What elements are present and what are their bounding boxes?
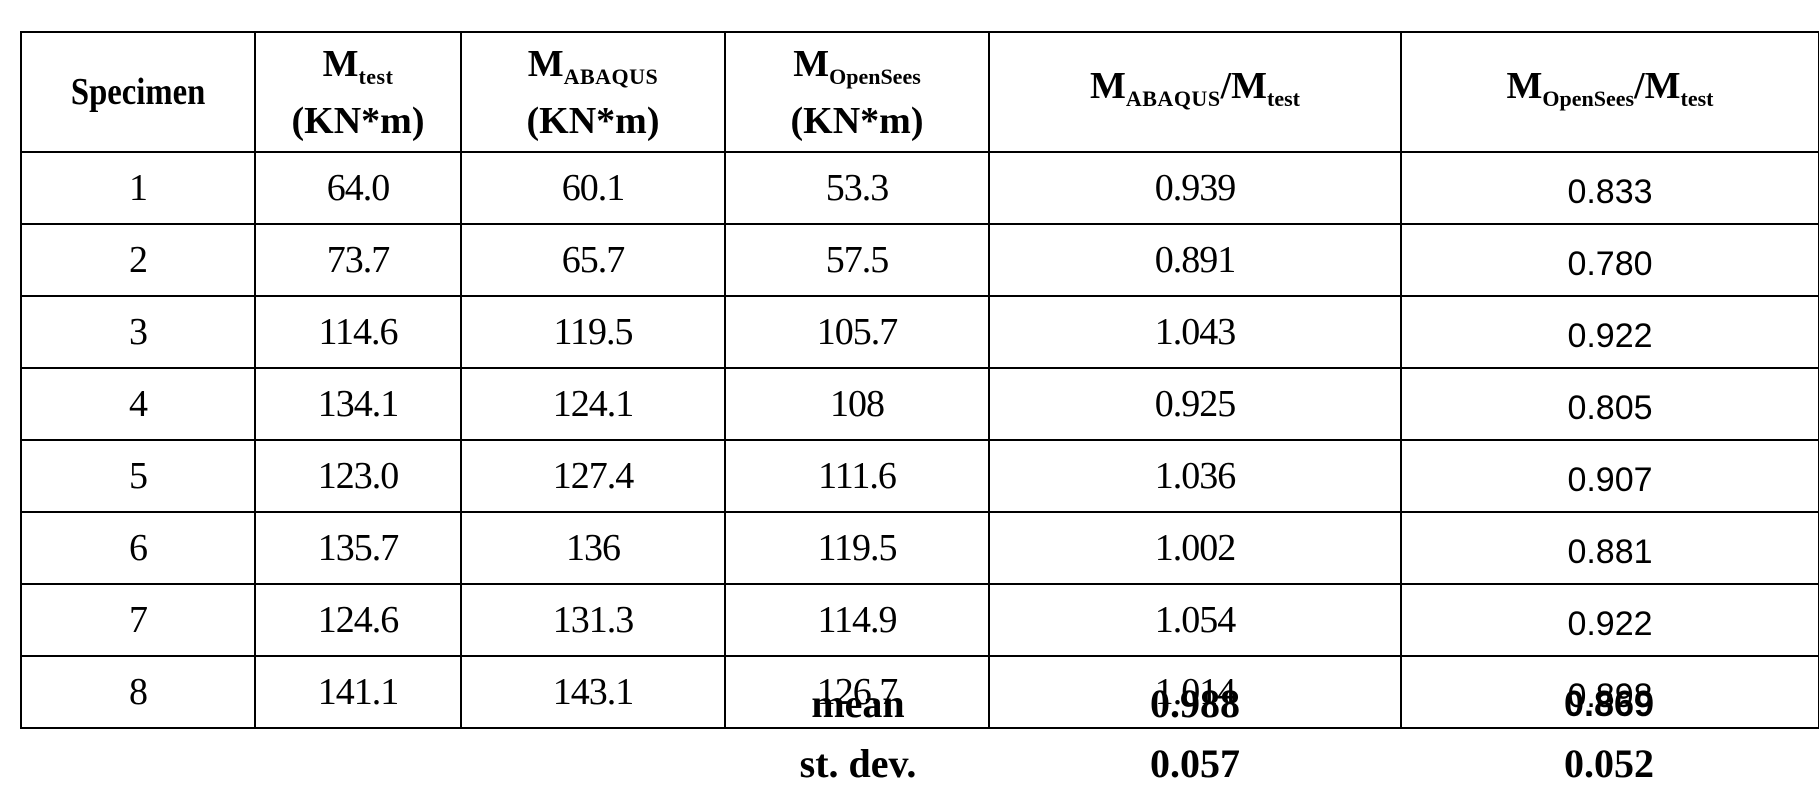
cell-m-test: 114.6 bbox=[254, 295, 462, 369]
cell-ratio-opensees: 0.898 bbox=[1400, 655, 1819, 729]
table-row: 4 134.1 124.1 108 0.925 0.805 bbox=[20, 367, 1819, 441]
cell-m-test: 64.0 bbox=[254, 151, 462, 225]
cell-m-abaqus: 131.3 bbox=[460, 583, 726, 657]
cell-specimen: 4 bbox=[20, 367, 256, 441]
cell-ratio-opensees: 0.780 bbox=[1400, 223, 1819, 297]
table-row: 6 135.7 136 119.5 1.002 0.881 bbox=[20, 511, 1819, 585]
cell-m-opensees: 105.7 bbox=[724, 295, 990, 369]
table-body: 1 64.0 60.1 53.3 0.939 0.833 2 73.7 65.7… bbox=[20, 151, 1819, 729]
summary-mean-ratio-abaqus: 0.988 bbox=[1150, 681, 1240, 726]
table-row: 8 141.1 143.1 126.7 1.014 0.898 bbox=[20, 655, 1819, 729]
cell-ratio-opensees: 0.805 bbox=[1400, 367, 1819, 441]
cell-m-abaqus: 124.1 bbox=[460, 367, 726, 441]
cell-ratio-abaqus: 1.036 bbox=[988, 439, 1402, 513]
cell-specimen: 5 bbox=[20, 439, 256, 513]
summary-stdev-ratio-opensees: 0.052 bbox=[1564, 741, 1654, 786]
cell-m-opensees: 57.5 bbox=[724, 223, 990, 297]
cell-m-test: 134.1 bbox=[254, 367, 462, 441]
cell-m-opensees: 126.7 bbox=[724, 655, 990, 729]
header-row: Specimen Mtest (KN*m) MABAQUS (KN*m) MOp… bbox=[20, 31, 1819, 153]
header-m-test: Mtest (KN*m) bbox=[254, 31, 462, 153]
cell-m-abaqus: 119.5 bbox=[460, 295, 726, 369]
cell-specimen: 6 bbox=[20, 511, 256, 585]
cell-ratio-opensees: 0.907 bbox=[1400, 439, 1819, 513]
cell-specimen: 3 bbox=[20, 295, 256, 369]
cell-ratio-abaqus: 1.014 bbox=[988, 655, 1402, 729]
summary-mean-row: mean 0.988 0.869 bbox=[0, 676, 1819, 732]
cell-m-opensees: 114.9 bbox=[724, 583, 990, 657]
cell-specimen: 2 bbox=[20, 223, 256, 297]
cell-ratio-abaqus: 1.002 bbox=[988, 511, 1402, 585]
cell-m-opensees: 111.6 bbox=[724, 439, 990, 513]
cell-specimen: 7 bbox=[20, 583, 256, 657]
cell-m-test: 135.7 bbox=[254, 511, 462, 585]
cell-m-opensees: 53.3 bbox=[724, 151, 990, 225]
cell-m-abaqus: 65.7 bbox=[460, 223, 726, 297]
cell-ratio-abaqus: 0.939 bbox=[988, 151, 1402, 225]
summary-mean-ratio-opensees: 0.869 bbox=[1563, 683, 1655, 724]
header-ratio-opensees: MOpenSees/Mtest bbox=[1400, 31, 1819, 153]
table-header: Specimen Mtest (KN*m) MABAQUS (KN*m) MOp… bbox=[20, 31, 1819, 153]
table-row: 5 123.0 127.4 111.6 1.036 0.907 bbox=[20, 439, 1819, 513]
cell-specimen: 8 bbox=[20, 655, 256, 729]
cell-ratio-abaqus: 1.043 bbox=[988, 295, 1402, 369]
table-row: 7 124.6 131.3 114.9 1.054 0.922 bbox=[20, 583, 1819, 657]
comparison-table: Specimen Mtest (KN*m) MABAQUS (KN*m) MOp… bbox=[20, 31, 1819, 729]
table-row: 2 73.7 65.7 57.5 0.891 0.780 bbox=[20, 223, 1819, 297]
header-specimen: Specimen bbox=[20, 31, 256, 153]
cell-ratio-abaqus: 0.925 bbox=[988, 367, 1402, 441]
cell-m-test: 73.7 bbox=[254, 223, 462, 297]
header-m-abaqus: MABAQUS (KN*m) bbox=[460, 31, 726, 153]
summary-stdev-row: st. dev. 0.057 0.052 bbox=[0, 736, 1819, 792]
cell-ratio-abaqus: 0.891 bbox=[988, 223, 1402, 297]
header-m-opensees: MOpenSees (KN*m) bbox=[724, 31, 990, 153]
cell-m-test: 124.6 bbox=[254, 583, 462, 657]
summary-stdev-label: st. dev. bbox=[799, 741, 917, 786]
cell-m-opensees: 108 bbox=[724, 367, 990, 441]
cell-ratio-opensees: 0.922 bbox=[1400, 295, 1819, 369]
cell-m-opensees: 119.5 bbox=[724, 511, 990, 585]
table-row: 3 114.6 119.5 105.7 1.043 0.922 bbox=[20, 295, 1819, 369]
cell-m-abaqus: 136 bbox=[460, 511, 726, 585]
cell-specimen: 1 bbox=[20, 151, 256, 225]
table-row: 1 64.0 60.1 53.3 0.939 0.833 bbox=[20, 151, 1819, 225]
summary-stdev-ratio-abaqus: 0.057 bbox=[1150, 741, 1240, 786]
summary-mean-label: mean bbox=[811, 681, 905, 726]
cell-m-test: 123.0 bbox=[254, 439, 462, 513]
cell-m-abaqus: 143.1 bbox=[460, 655, 726, 729]
cell-m-test: 141.1 bbox=[254, 655, 462, 729]
cell-ratio-opensees: 0.833 bbox=[1400, 151, 1819, 225]
cell-ratio-opensees: 0.922 bbox=[1400, 583, 1819, 657]
header-ratio-abaqus: MABAQUS/Mtest bbox=[988, 31, 1402, 153]
cell-m-abaqus: 60.1 bbox=[460, 151, 726, 225]
cell-ratio-abaqus: 1.054 bbox=[988, 583, 1402, 657]
cell-m-abaqus: 127.4 bbox=[460, 439, 726, 513]
cell-ratio-opensees: 0.881 bbox=[1400, 511, 1819, 585]
